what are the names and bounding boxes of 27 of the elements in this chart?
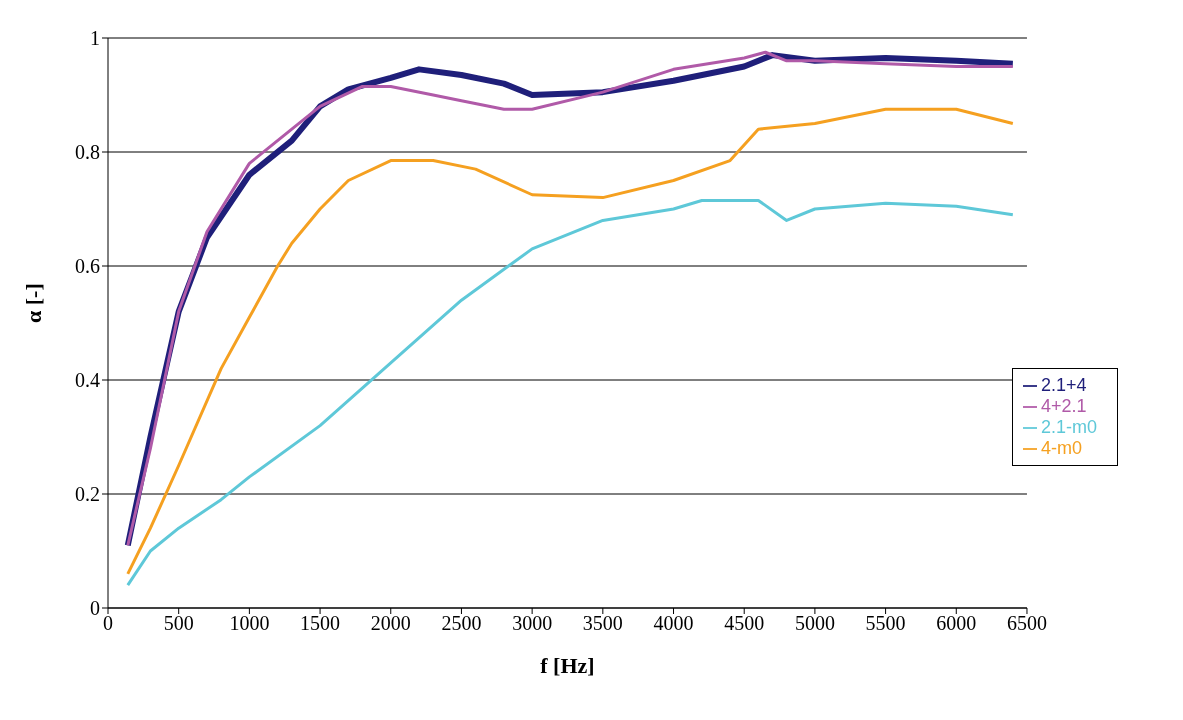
y-axis-title: α [-] (20, 283, 46, 323)
legend-label: 4+2.1 (1040, 396, 1087, 416)
y-tick-label: 1 (90, 27, 100, 50)
line-series (126, 107, 1015, 576)
x-tick-label: 6000 (936, 612, 977, 635)
y-tick-label: 0.6 (75, 255, 100, 278)
x-axis-title: f [Hz] (540, 653, 595, 678)
x-tick-label: 4000 (653, 612, 694, 635)
x-tick-label: 5000 (794, 612, 835, 635)
x-tick-label: 4500 (724, 612, 765, 635)
x-tick-label: 500 (163, 612, 194, 635)
y-tick-label: 0 (90, 597, 100, 620)
y-tick-label: 0.4 (75, 369, 100, 392)
x-tick-label: 2500 (441, 612, 482, 635)
x-tick-label: 2000 (370, 612, 411, 635)
x-tick-label: 3000 (512, 612, 553, 635)
x-tick-label: 1500 (300, 612, 341, 635)
legend-label: 2.1-m0 (1040, 417, 1097, 437)
line-series (126, 198, 1015, 587)
legend-label: 4-m0 (1040, 438, 1082, 458)
x-tick-label: 5500 (865, 612, 906, 635)
x-tick-label: 1000 (229, 612, 270, 635)
x-tick-label: 6500 (1006, 612, 1047, 635)
x-tick-label: 3500 (582, 612, 623, 635)
legend-label: 2.1+4 (1040, 375, 1087, 395)
y-tick-label: 0.8 (75, 141, 100, 164)
y-tick-label: 0.2 (75, 483, 100, 506)
